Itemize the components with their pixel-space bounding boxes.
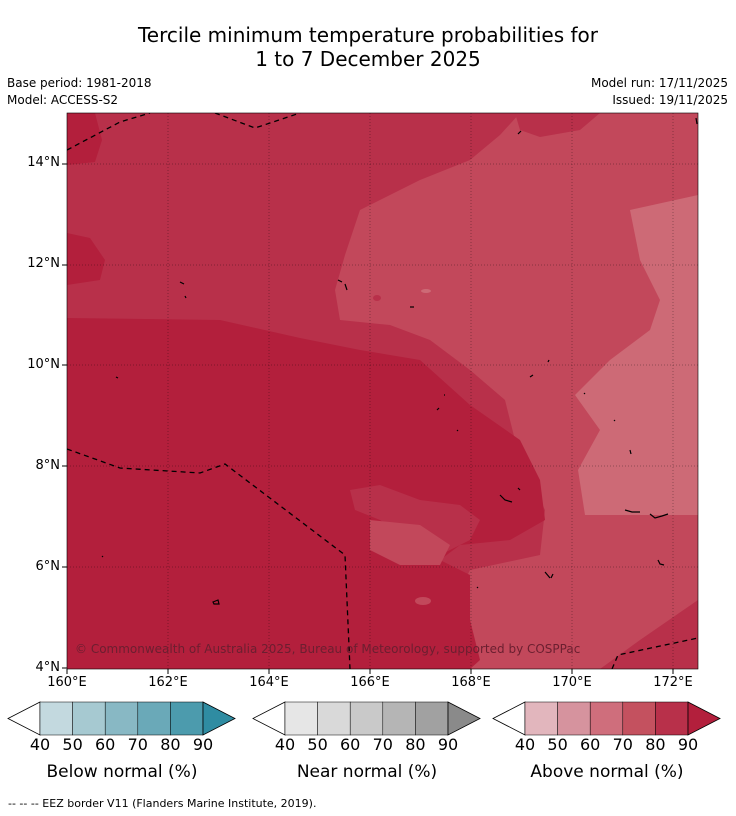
patch-above-70-1: [370, 520, 450, 565]
colorbar-near-high-extend: [447, 701, 481, 736]
lon-label-164e: 164°E: [249, 675, 289, 690]
title-line-2: 1 to 7 December 2025: [255, 47, 481, 71]
colorbar-near-bin-2: [349, 701, 384, 736]
colorbar-near-tick: 60: [340, 735, 361, 754]
islet-patch-2: [373, 295, 381, 301]
colorbar-above-bin-2: [589, 701, 624, 736]
model-name: Model: ACCESS-S2: [7, 93, 119, 107]
colorbar-below-tick: 80: [160, 735, 181, 754]
patch-above-80-1: [350, 485, 480, 555]
colorbar-above-tick: 60: [580, 735, 601, 754]
lat-label-8n: 8°N: [35, 458, 61, 473]
colorbar-near-bin-3: [382, 701, 416, 736]
patch-above-80-top: [515, 113, 600, 137]
colorbar-above-bin-4: [655, 701, 689, 736]
colorbar-above-tick: 90: [677, 735, 699, 754]
colorbar-below-bin-3: [137, 701, 171, 736]
patch-above-90-top: [67, 113, 102, 165]
islands: [101, 117, 698, 605]
colorbar-below-high-extend: [202, 701, 236, 736]
islet-patch-3: [415, 597, 431, 605]
lon-label-168e: 168°E: [451, 675, 491, 690]
colorbar-below-tick: 40: [29, 735, 51, 754]
colorbar-above-low-extend: [492, 701, 526, 736]
colorbar-below-tick: 90: [192, 735, 214, 754]
patch-above-80-se: [660, 635, 698, 669]
colorbar-above-tick: 50: [547, 735, 568, 754]
lon-label-166e: 166°E: [350, 675, 390, 690]
colorbar-title-above: Above normal (%): [530, 762, 684, 782]
colorbar-title-near: Near normal (%): [296, 762, 438, 782]
colorbar-below-tick: 50: [62, 735, 83, 754]
lon-label-172e: 172°E: [653, 675, 693, 690]
islet-patch-1: [421, 289, 431, 293]
colorbar-above-bin-3: [622, 701, 656, 736]
colorbar-title-below: Below normal (%): [46, 762, 198, 782]
colorbar-near-tick: 90: [437, 735, 459, 754]
model-run: Model run: 17/11/2025: [590, 76, 728, 90]
graticule: [67, 113, 698, 669]
eez-legend-note: -- -- -- EEZ border V11 (Flanders Marine…: [8, 797, 317, 810]
colorbar-below-bin-2: [104, 701, 139, 736]
colorbar-below-tick: 60: [95, 735, 116, 754]
colorbar-above-tick: 70: [612, 735, 633, 754]
colorbar-below-bin-4: [170, 701, 204, 736]
region-above-60: [575, 195, 698, 515]
colorbar-above-bin-0: [524, 701, 558, 736]
colorbar-above-high-extend: [687, 701, 721, 736]
region-above-70: [335, 113, 698, 669]
eez-borders: [67, 113, 698, 669]
colorbar-above-tick: 40: [514, 735, 536, 754]
lat-label-6n: 6°N: [35, 559, 61, 574]
axis-ticks: [62, 163, 674, 674]
lat-label-10n: 10°N: [27, 357, 60, 372]
colorbar-below-low-extend: [7, 701, 41, 736]
region-above-90: [67, 318, 545, 669]
colorbar-below-tick: 70: [127, 735, 148, 754]
probability-field: [67, 113, 698, 669]
lat-label-12n: 12°N: [27, 256, 60, 271]
colorbars: [7, 701, 721, 736]
colorbar-near-bin-0: [284, 701, 318, 736]
lat-label-4n: 4°N: [35, 660, 61, 675]
lat-label-14n: 14°N: [27, 155, 60, 170]
lon-label-170e: 170°E: [552, 675, 592, 690]
copyright-notice: © Commonwealth of Australia 2025, Bureau…: [75, 642, 581, 656]
issued-date: Issued: 19/11/2025: [612, 93, 728, 107]
map-frame: [66, 112, 699, 670]
colorbar-above-tick: 80: [645, 735, 666, 754]
colorbar-near-bin-1: [317, 701, 351, 736]
colorbar-above-bin-1: [557, 701, 591, 736]
title-line-1: Tercile minimum temperature probabilitie…: [137, 23, 599, 47]
colorbar-below-bin-1: [72, 701, 106, 736]
colorbar-near-low-extend: [252, 701, 286, 736]
colorbar-near-tick: 80: [405, 735, 426, 754]
colorbar-near-tick: 40: [274, 735, 296, 754]
colorbar-below-bin-0: [39, 701, 73, 736]
lon-label-162e: 162°E: [148, 675, 188, 690]
base-period: Base period: 1981-2018: [7, 76, 152, 90]
patch-above-90-nw: [67, 233, 105, 285]
colorbar-near-tick: 50: [307, 735, 328, 754]
lon-label-160e: 160°E: [47, 675, 87, 690]
colorbar-near-tick: 70: [372, 735, 393, 754]
colorbar-near-bin-4: [415, 701, 449, 736]
